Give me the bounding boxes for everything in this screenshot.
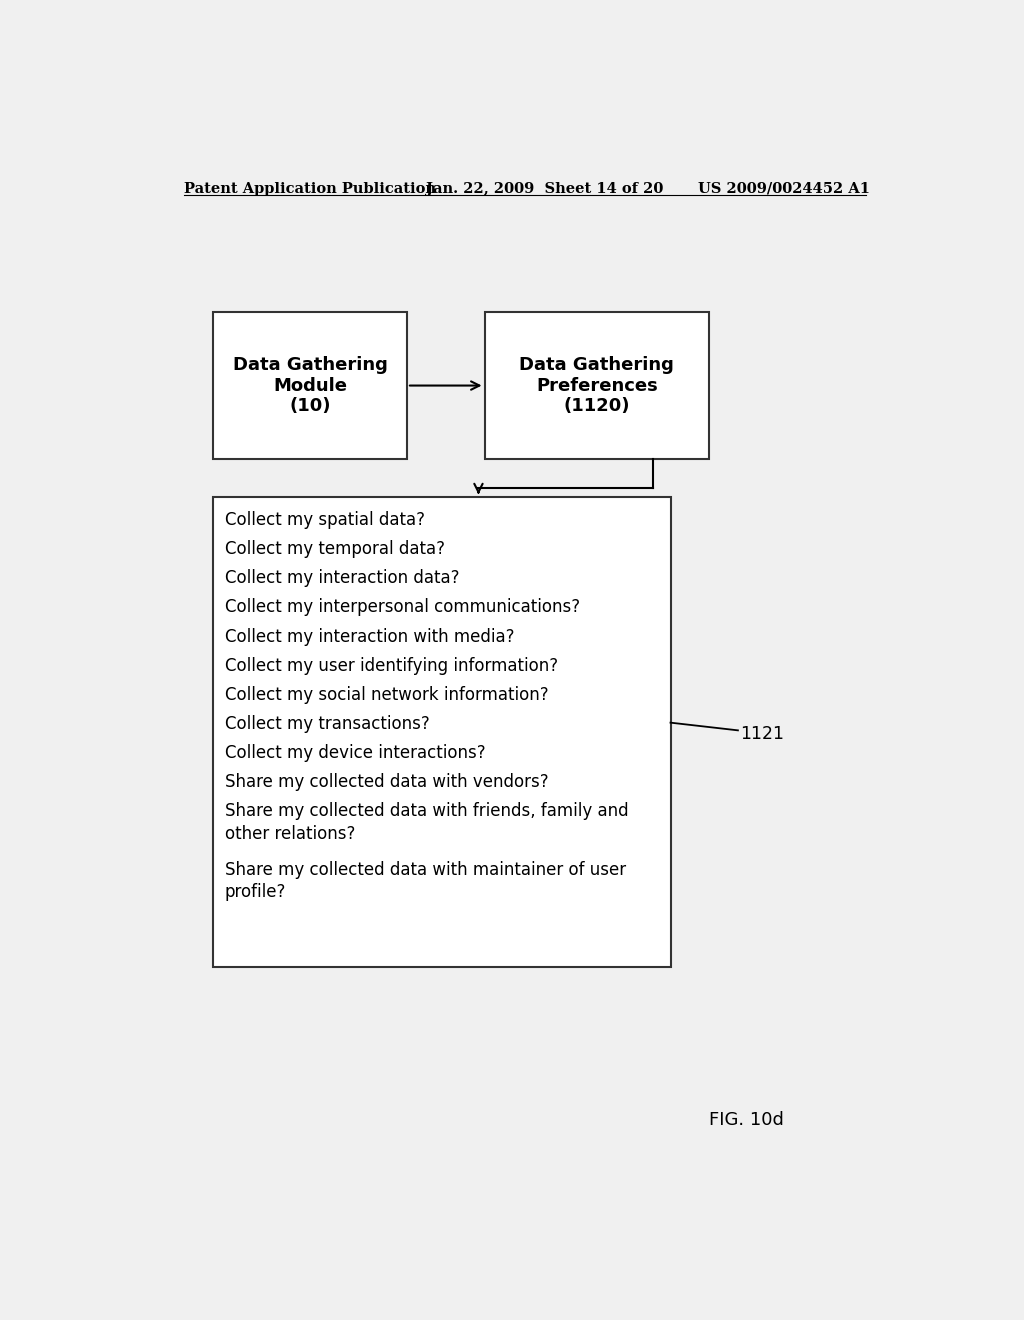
Text: Collect my social network information?: Collect my social network information? — [225, 686, 549, 704]
Text: Share my collected data with maintainer of user
profile?: Share my collected data with maintainer … — [225, 861, 626, 900]
Text: FIG. 10d: FIG. 10d — [710, 1110, 784, 1129]
Text: Collect my interaction with media?: Collect my interaction with media? — [225, 627, 514, 645]
Text: Share my collected data with friends, family and
other relations?: Share my collected data with friends, fa… — [225, 803, 629, 842]
Text: Jan. 22, 2009  Sheet 14 of 20: Jan. 22, 2009 Sheet 14 of 20 — [426, 182, 664, 195]
Text: Collect my interaction data?: Collect my interaction data? — [225, 569, 460, 587]
Text: Collect my transactions?: Collect my transactions? — [225, 715, 430, 733]
Text: Collect my device interactions?: Collect my device interactions? — [225, 744, 485, 762]
Text: Data Gathering
Module
(10): Data Gathering Module (10) — [232, 356, 387, 416]
Bar — [213, 313, 407, 459]
Bar — [484, 313, 710, 459]
Text: Collect my user identifying information?: Collect my user identifying information? — [225, 657, 558, 675]
Bar — [213, 498, 671, 966]
Text: Share my collected data with vendors?: Share my collected data with vendors? — [225, 774, 549, 791]
Text: Patent Application Publication: Patent Application Publication — [183, 182, 436, 195]
Text: Collect my spatial data?: Collect my spatial data? — [225, 511, 425, 529]
Text: Collect my interpersonal communications?: Collect my interpersonal communications? — [225, 598, 580, 616]
Text: 1121: 1121 — [740, 725, 784, 743]
Text: US 2009/0024452 A1: US 2009/0024452 A1 — [697, 182, 869, 195]
Text: Data Gathering
Preferences
(1120): Data Gathering Preferences (1120) — [519, 356, 675, 416]
Text: Collect my temporal data?: Collect my temporal data? — [225, 540, 444, 558]
